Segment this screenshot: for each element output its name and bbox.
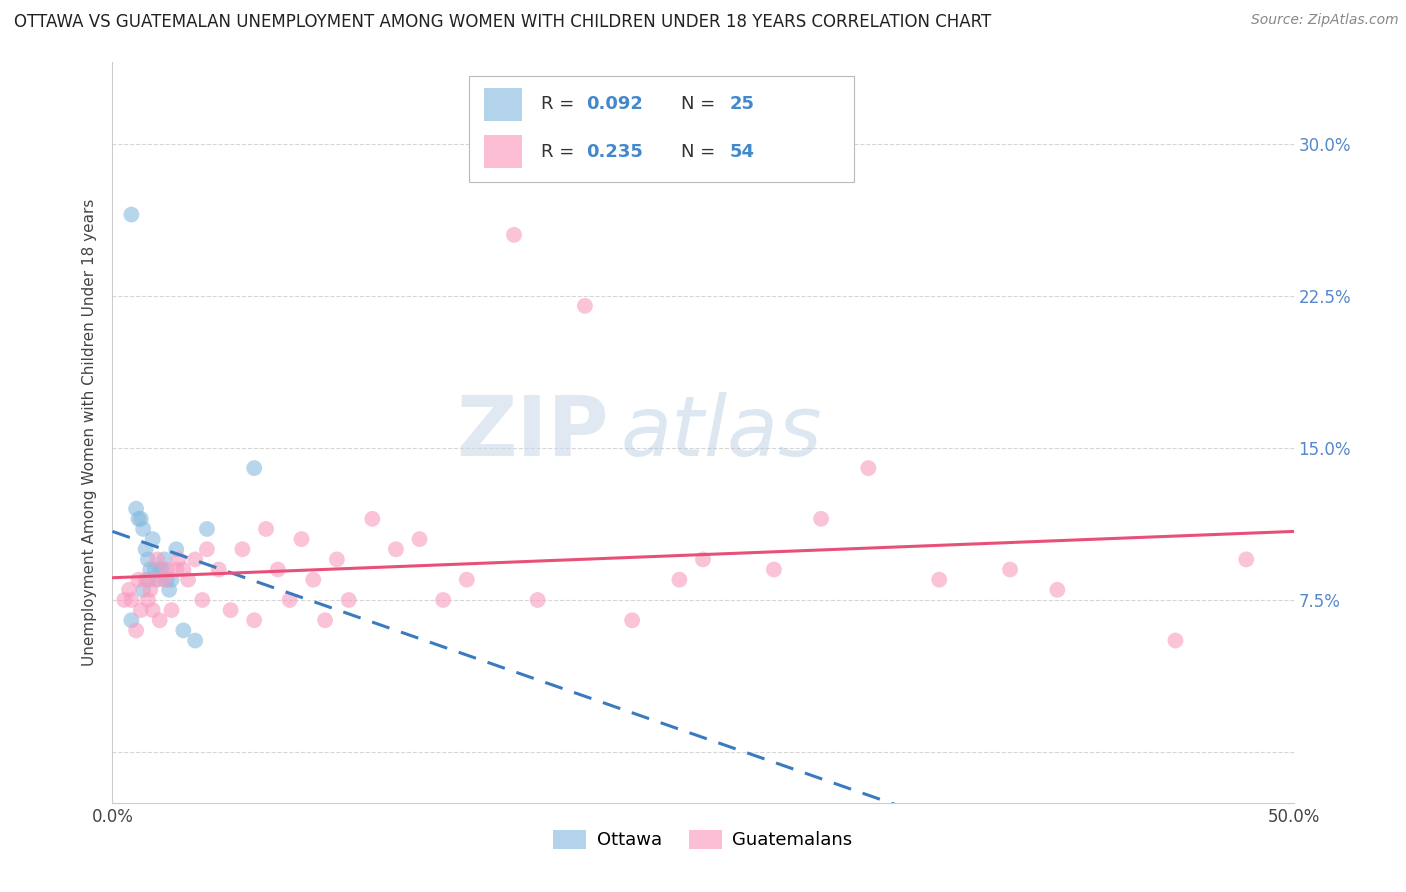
Point bbox=[231, 542, 253, 557]
Point bbox=[125, 501, 148, 516]
Point bbox=[153, 573, 176, 587]
Point bbox=[432, 593, 454, 607]
Text: atlas: atlas bbox=[620, 392, 823, 473]
Point bbox=[135, 573, 157, 587]
Point bbox=[127, 512, 149, 526]
Point bbox=[143, 573, 166, 587]
Point bbox=[142, 532, 165, 546]
Point bbox=[129, 603, 152, 617]
Point bbox=[146, 573, 169, 587]
Point bbox=[167, 552, 190, 566]
Point bbox=[125, 624, 148, 638]
Point bbox=[858, 461, 880, 475]
Point bbox=[928, 573, 950, 587]
Point bbox=[1046, 582, 1069, 597]
Point bbox=[172, 562, 194, 576]
Point bbox=[810, 512, 832, 526]
Point bbox=[267, 562, 290, 576]
Point bbox=[290, 532, 312, 546]
Point bbox=[136, 593, 159, 607]
Point bbox=[314, 613, 336, 627]
Point bbox=[157, 582, 180, 597]
Point bbox=[361, 512, 384, 526]
Y-axis label: Unemployment Among Women with Children Under 18 years: Unemployment Among Women with Children U… bbox=[82, 199, 97, 666]
Point bbox=[156, 573, 179, 587]
Point bbox=[120, 613, 142, 627]
Point bbox=[326, 552, 349, 566]
Point bbox=[153, 552, 176, 566]
Point bbox=[503, 227, 526, 242]
Point bbox=[337, 593, 360, 607]
Point bbox=[219, 603, 242, 617]
Point bbox=[456, 573, 478, 587]
Point bbox=[135, 542, 157, 557]
Point bbox=[142, 603, 165, 617]
Legend: Ottawa, Guatemalans: Ottawa, Guatemalans bbox=[547, 823, 859, 856]
Point bbox=[1234, 552, 1257, 566]
Point bbox=[574, 299, 596, 313]
Point bbox=[146, 552, 169, 566]
Point bbox=[165, 562, 187, 576]
Point bbox=[1164, 633, 1187, 648]
Text: ZIP: ZIP bbox=[456, 392, 609, 473]
Point bbox=[160, 603, 183, 617]
Point bbox=[127, 573, 149, 587]
Point bbox=[120, 208, 142, 222]
Point bbox=[998, 562, 1021, 576]
Point bbox=[129, 512, 152, 526]
Point bbox=[762, 562, 785, 576]
Point bbox=[165, 542, 187, 557]
Point bbox=[149, 562, 172, 576]
Point bbox=[120, 593, 142, 607]
Point bbox=[150, 562, 173, 576]
Point bbox=[184, 552, 207, 566]
Point bbox=[136, 552, 159, 566]
Point bbox=[160, 573, 183, 587]
Point bbox=[208, 562, 231, 576]
Point bbox=[408, 532, 430, 546]
Point bbox=[243, 613, 266, 627]
Point bbox=[191, 593, 214, 607]
Point bbox=[136, 573, 159, 587]
Point bbox=[156, 562, 179, 576]
Point bbox=[302, 573, 325, 587]
Point bbox=[139, 582, 162, 597]
Point bbox=[692, 552, 714, 566]
Text: Source: ZipAtlas.com: Source: ZipAtlas.com bbox=[1251, 13, 1399, 28]
Point bbox=[184, 633, 207, 648]
Point bbox=[132, 522, 155, 536]
Point bbox=[385, 542, 408, 557]
Point bbox=[621, 613, 644, 627]
Point bbox=[668, 573, 690, 587]
Point bbox=[243, 461, 266, 475]
Point bbox=[118, 582, 141, 597]
Point bbox=[139, 562, 162, 576]
Point bbox=[254, 522, 277, 536]
Point bbox=[526, 593, 548, 607]
Text: OTTAWA VS GUATEMALAN UNEMPLOYMENT AMONG WOMEN WITH CHILDREN UNDER 18 YEARS CORRE: OTTAWA VS GUATEMALAN UNEMPLOYMENT AMONG … bbox=[14, 13, 991, 31]
Point bbox=[112, 593, 135, 607]
Point bbox=[172, 624, 194, 638]
Point bbox=[143, 562, 166, 576]
Point bbox=[195, 522, 218, 536]
Point bbox=[132, 582, 155, 597]
Point bbox=[195, 542, 218, 557]
Point bbox=[149, 613, 172, 627]
Point bbox=[177, 573, 200, 587]
Point bbox=[278, 593, 301, 607]
